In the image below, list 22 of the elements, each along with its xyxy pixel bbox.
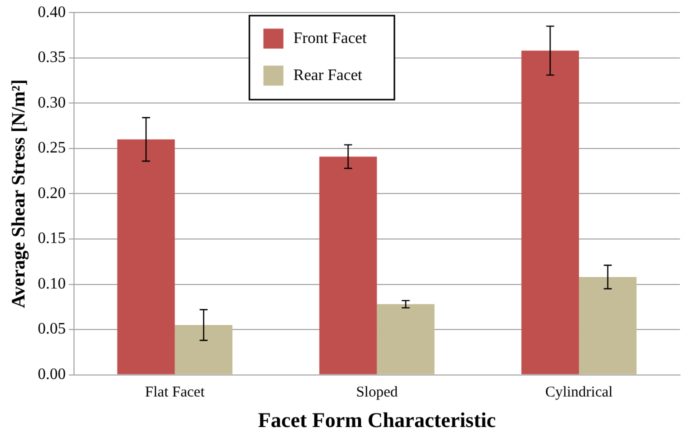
- x-axis-title: Facet Form Characteristic: [258, 408, 496, 432]
- y-tick-label: 0.35: [38, 49, 66, 66]
- y-tick-label: 0.05: [38, 320, 66, 338]
- bar: [521, 50, 579, 374]
- bar: [578, 277, 637, 374]
- y-tick-label: 0.15: [38, 230, 66, 248]
- bar: [376, 304, 434, 374]
- y-axis-title: Average Shear Stress [N/m²]: [8, 79, 30, 308]
- y-tick-label: 0.00: [38, 366, 66, 384]
- bar: [174, 325, 232, 374]
- y-tick-label: 0.25: [38, 140, 66, 157]
- x-tick-label: Sloped: [356, 384, 398, 401]
- x-tick-label: Flat Facet: [145, 384, 206, 401]
- x-tick-label: Cylindrical: [545, 384, 613, 401]
- bar: [117, 139, 175, 374]
- bar: [319, 156, 377, 374]
- y-tick-label: 0.30: [38, 94, 66, 112]
- legend-label: Rear Facet: [293, 66, 363, 84]
- y-tick-label: 0.10: [38, 275, 66, 292]
- y-tick-label: 0.20: [38, 184, 66, 202]
- y-tick-label: 0.40: [38, 4, 66, 21]
- legend-label: Front Facet: [293, 30, 368, 47]
